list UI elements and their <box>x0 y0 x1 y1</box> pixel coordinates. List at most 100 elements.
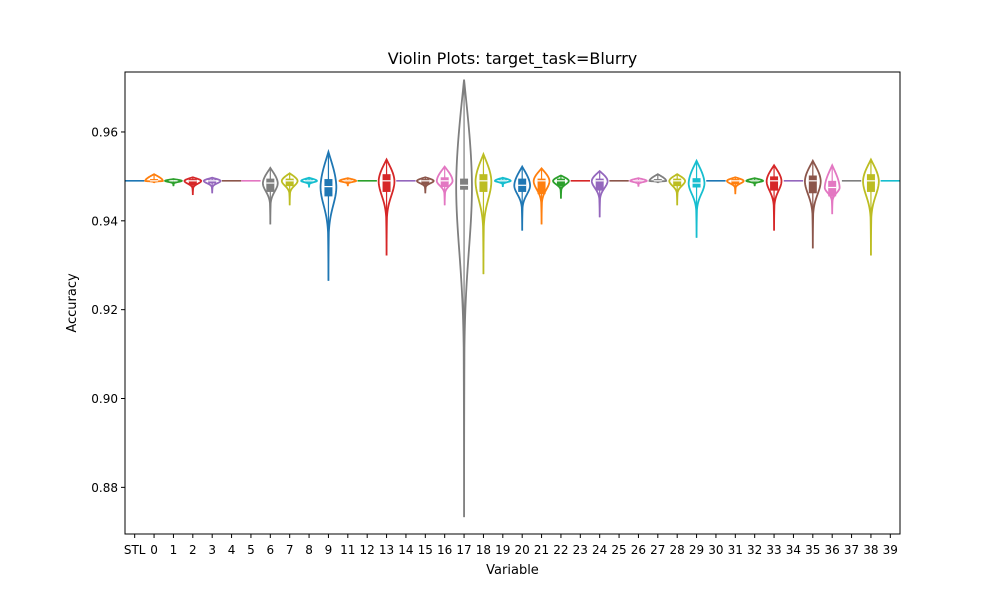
violin-31 <box>726 176 745 195</box>
violin-body <box>144 173 164 184</box>
x-tick-label: 21 <box>534 543 549 557</box>
x-tick-label: 25 <box>611 543 626 557</box>
y-tick-label: 0.88 <box>91 481 118 495</box>
x-tick-label: 2 <box>189 543 197 557</box>
violin-28 <box>668 173 686 206</box>
violin-quartile-box <box>208 179 217 184</box>
x-tick-label: 19 <box>495 543 510 557</box>
x-tick-label: 15 <box>418 543 433 557</box>
violin-9 <box>319 148 338 281</box>
violin-20 <box>513 164 531 231</box>
violin-quartile-box <box>828 180 837 197</box>
x-axis-label: Variable <box>486 563 539 578</box>
x-tick-label: 18 <box>476 543 491 557</box>
x-tick-label: 26 <box>631 543 646 557</box>
x-tick-label: 36 <box>825 543 840 557</box>
x-tick-label: 13 <box>379 543 394 557</box>
violin-quartile-box <box>460 178 469 190</box>
violin-36 <box>823 163 841 215</box>
y-axis-label: Accuracy <box>65 273 80 333</box>
x-tick-label: 7 <box>286 543 294 557</box>
x-tick-label: 27 <box>650 543 665 557</box>
y-tick-label: 0.90 <box>91 392 118 406</box>
violin-quartile-box <box>808 175 817 194</box>
violin-33 <box>765 163 783 231</box>
x-tick-label: 38 <box>863 543 878 557</box>
x-tick-label: 28 <box>670 543 685 557</box>
x-tick-label: 14 <box>398 543 413 557</box>
violin-quartile-box <box>479 174 488 192</box>
x-tick-label: 30 <box>708 543 723 557</box>
violin-quartile-box <box>866 174 875 192</box>
violin-21 <box>532 167 551 225</box>
violin-18 <box>474 151 493 275</box>
violin-6 <box>261 166 279 225</box>
x-tick-label: 32 <box>747 543 762 557</box>
x-tick-label: 34 <box>786 543 801 557</box>
x-tick-label: STL <box>124 543 146 557</box>
x-tick-label: 9 <box>325 543 333 557</box>
violin-quartile-box <box>731 179 740 185</box>
violin-quartile-box <box>382 174 391 192</box>
x-tick-label: 3 <box>208 543 216 557</box>
x-tick-label: 11 <box>340 543 355 557</box>
violin-quartile-box <box>421 179 430 185</box>
x-tick-label: 33 <box>766 543 781 557</box>
violin-22 <box>552 174 570 199</box>
violin-quartile-box <box>556 178 565 187</box>
violin-quartile-box <box>770 176 779 191</box>
violin-15 <box>416 176 435 194</box>
violin-38 <box>862 157 880 256</box>
violin-29 <box>687 158 706 238</box>
violin-8 <box>300 176 318 188</box>
violin-quartile-box <box>150 179 159 182</box>
y-axis: 0.88 0.90 0.92 0.94 0.96 <box>91 125 125 495</box>
violin-17 <box>455 79 473 518</box>
x-tick-label: 39 <box>883 543 898 557</box>
violin-3 <box>202 176 222 194</box>
x-tick-label: 24 <box>592 543 607 557</box>
violin-quartile-box <box>440 177 449 188</box>
plot-area-frame <box>124 71 901 535</box>
x-tick-label: 1 <box>170 543 178 557</box>
violin-13 <box>377 157 396 256</box>
y-tick-label: 0.96 <box>91 125 118 139</box>
violin-quartile-box <box>188 179 197 186</box>
x-tick-label: 37 <box>844 543 859 557</box>
violin-quartile-box <box>673 178 682 187</box>
violin-0 <box>144 173 164 184</box>
violin-27 <box>648 173 668 184</box>
x-tick-label: 29 <box>689 543 704 557</box>
x-tick-label: 6 <box>266 543 274 557</box>
y-tick-label: 0.94 <box>91 214 118 228</box>
violin-body <box>648 173 668 184</box>
violin-quartile-box <box>595 178 604 191</box>
violin-11 <box>338 177 358 187</box>
x-tick-label: 17 <box>456 543 471 557</box>
violin-7 <box>280 172 299 206</box>
violin-35 <box>804 158 822 249</box>
x-tick-label: 20 <box>515 543 530 557</box>
violin-quartile-box <box>324 179 333 197</box>
x-tick-label: 22 <box>553 543 568 557</box>
y-tick-label: 0.92 <box>91 303 118 317</box>
violin-1 <box>164 178 183 187</box>
violins-layer <box>125 79 900 518</box>
x-tick-label: 16 <box>437 543 452 557</box>
x-tick-label: 31 <box>728 543 743 557</box>
violin-quartile-box <box>537 178 546 195</box>
violin-16 <box>435 165 454 206</box>
x-tick-label: 8 <box>305 543 313 557</box>
violin-19 <box>493 176 512 188</box>
x-tick-label: 0 <box>150 543 158 557</box>
chart-title: Violin Plots: target_task=Blurry <box>388 49 638 69</box>
violin-24 <box>590 169 609 218</box>
violin-26 <box>629 177 648 187</box>
violin-2 <box>183 176 203 196</box>
x-tick-label: 23 <box>573 543 588 557</box>
violin-quartile-box <box>285 178 294 187</box>
x-tick-label: 12 <box>360 543 375 557</box>
x-tick-label: 4 <box>228 543 236 557</box>
